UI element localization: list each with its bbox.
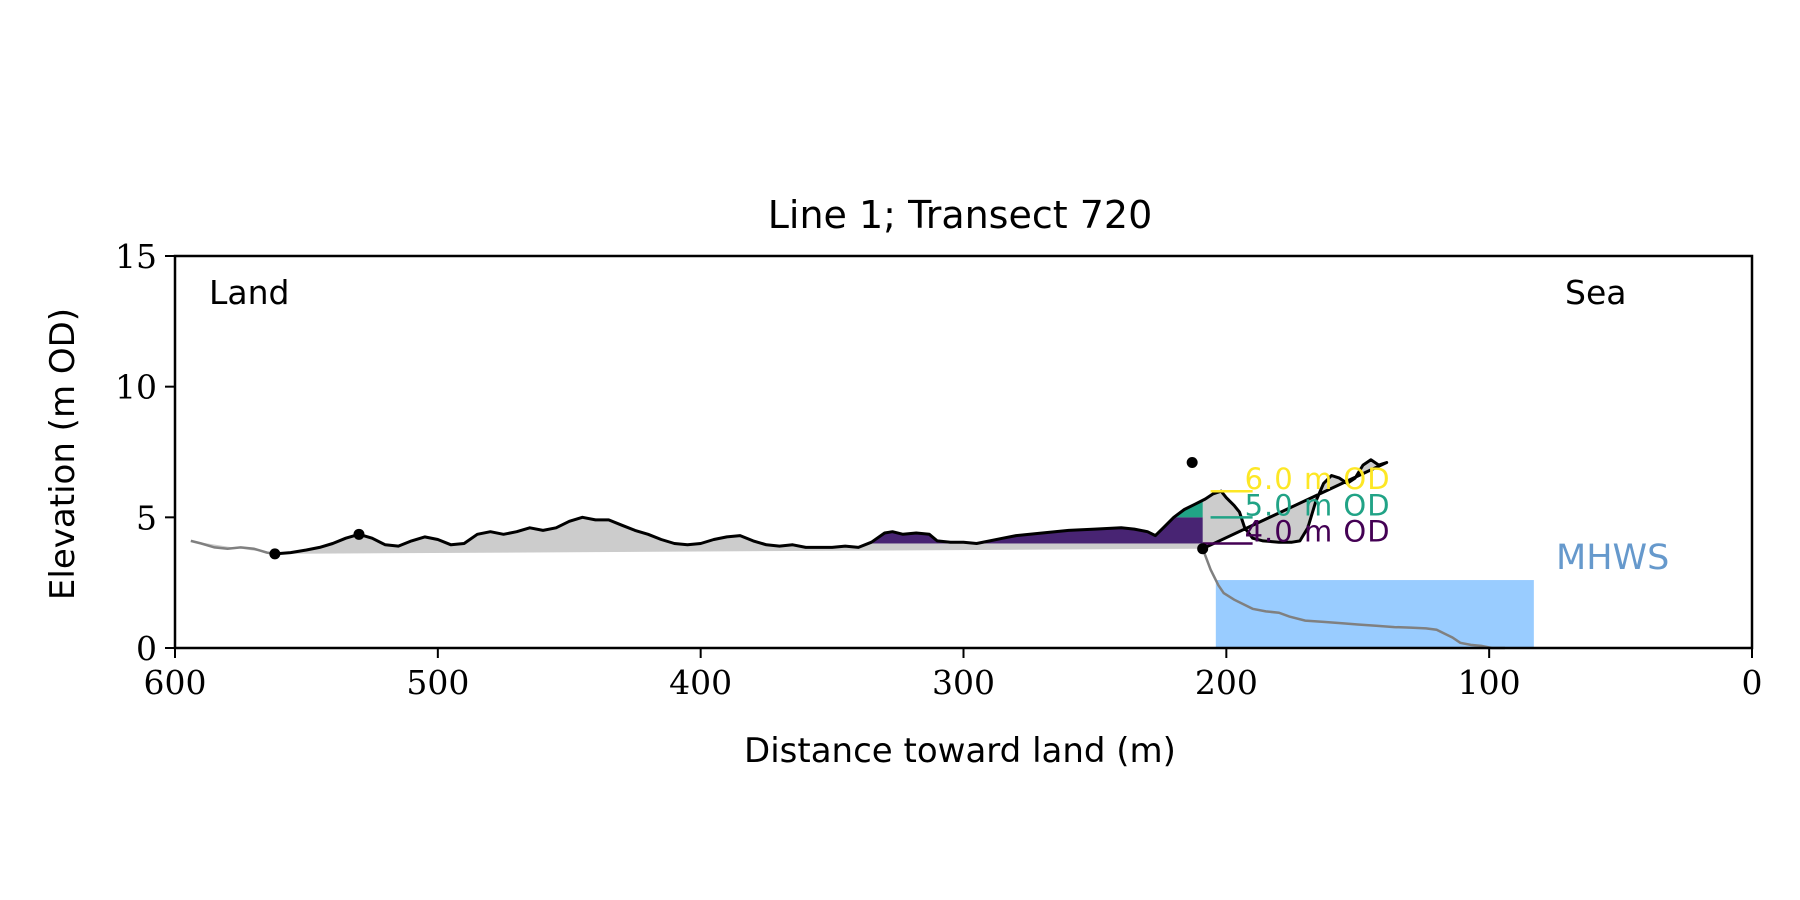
y-axis-label: Elevation (m OD) xyxy=(43,308,83,600)
annotation-mhws: MHWS xyxy=(1556,538,1669,578)
y-tick-label: 5 xyxy=(136,498,157,537)
x-tick-label: 200 xyxy=(1195,663,1258,702)
profile-marker xyxy=(1197,543,1209,555)
annotation-land: Land xyxy=(209,273,289,312)
y-tick-label: 10 xyxy=(115,368,157,407)
level-label: 4.0 m OD xyxy=(1245,514,1391,548)
profile-marker xyxy=(353,528,365,540)
chart-title: Line 1; Transect 720 xyxy=(768,193,1153,237)
band-5-to-6 xyxy=(800,491,1203,518)
x-tick-label: 0 xyxy=(1742,663,1763,702)
x-tick-label: 100 xyxy=(1458,663,1521,702)
x-tick-label: 500 xyxy=(406,663,469,702)
mhws-water xyxy=(1215,580,1534,648)
profile-marker xyxy=(1186,456,1198,468)
seaward-profile-line xyxy=(1201,548,1505,650)
annotation-sea: Sea xyxy=(1565,273,1626,312)
x-tick-label: 600 xyxy=(144,663,207,702)
profile-line xyxy=(274,458,1389,556)
x-tick-label: 400 xyxy=(669,663,732,702)
profile-fill xyxy=(190,459,1387,554)
profile-marker xyxy=(269,548,281,560)
y-tick-label: 15 xyxy=(115,237,157,276)
x-tick-label: 300 xyxy=(932,663,995,702)
x-axis-label: Distance toward land (m) xyxy=(744,731,1176,771)
landward-tail-line xyxy=(190,539,276,556)
level-label: 6.0 m OD xyxy=(1245,462,1391,496)
band-above-6 xyxy=(800,459,1203,492)
level-label: 5.0 m OD xyxy=(1245,488,1391,522)
y-tick-label: 0 xyxy=(136,629,157,668)
